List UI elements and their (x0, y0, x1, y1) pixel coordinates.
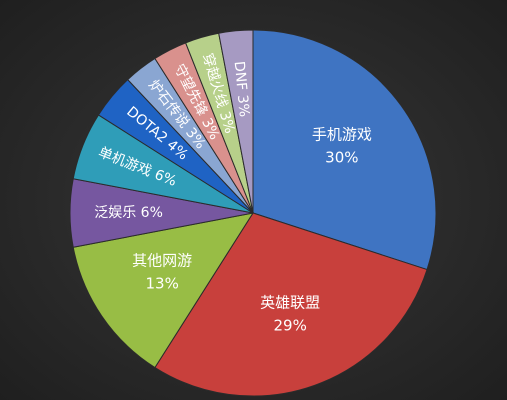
slice-label-name-3: 其他网游 (132, 252, 192, 270)
slice-label-10: DNF 3% (231, 60, 252, 117)
pie-slice-3 (72, 212, 255, 369)
slice-label-value-3: 13% (146, 275, 179, 293)
slice-label-name-1: 手机游戏 (312, 125, 372, 143)
slice-label-name-2: 英雄联盟 (260, 293, 320, 311)
pie-slice-10 (218, 29, 254, 214)
slice-label-4: 泛娱乐 6% (94, 205, 163, 221)
slice-label-value-1: 30% (325, 148, 358, 166)
pie-slice-2 (154, 212, 428, 397)
pie-slice-1 (252, 29, 437, 271)
slice-label-value-2: 29% (274, 316, 307, 334)
pie-slices (69, 29, 437, 397)
